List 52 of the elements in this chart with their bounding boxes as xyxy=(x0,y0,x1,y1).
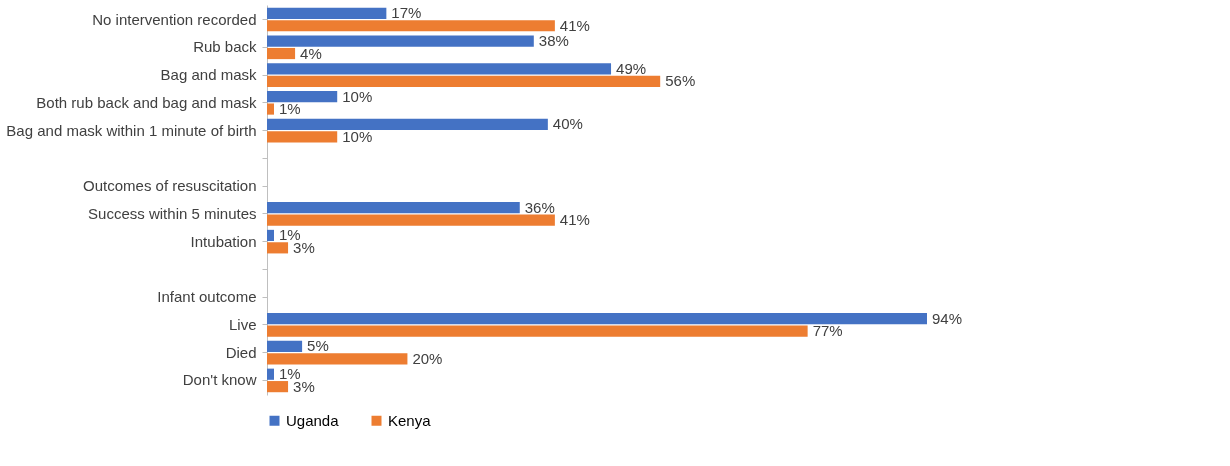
y-tick-label: Don't know xyxy=(182,371,257,389)
bar xyxy=(267,35,534,47)
data-label: 1% xyxy=(279,226,301,244)
legend-label: Kenya xyxy=(388,411,432,429)
bar xyxy=(267,313,927,325)
data-label: 4% xyxy=(300,44,322,62)
y-tick-label: Intubation xyxy=(190,232,257,250)
data-label: 41% xyxy=(559,211,590,229)
y-tick-label: Success within 5 minutes xyxy=(88,204,257,222)
data-label: 10% xyxy=(342,87,373,105)
bar xyxy=(267,91,338,103)
data-label: 77% xyxy=(812,322,843,340)
data-label: 38% xyxy=(538,32,569,50)
bar xyxy=(267,118,548,130)
bar xyxy=(267,131,338,143)
data-label: 56% xyxy=(665,72,696,90)
data-label: 10% xyxy=(342,127,373,145)
bar xyxy=(267,353,408,365)
bar xyxy=(267,202,520,214)
legend-label: Uganda xyxy=(286,411,340,429)
bar xyxy=(267,103,275,115)
bar xyxy=(267,214,555,226)
data-label: 20% xyxy=(412,349,443,367)
bar xyxy=(267,325,808,337)
y-tick-label: Rub back xyxy=(193,38,257,56)
y-tick-label: No intervention recorded xyxy=(92,10,257,28)
data-label: 5% xyxy=(307,337,329,355)
data-label: 94% xyxy=(932,309,963,327)
y-tick-label: Bag and mask xyxy=(160,66,257,84)
bar xyxy=(267,229,275,242)
y-tick-label: Both rub back and bag and mask xyxy=(36,93,257,111)
data-label: 40% xyxy=(552,115,583,133)
y-tick-label: Live xyxy=(228,315,257,333)
y-tick-label: Bag and mask within 1 minute of birth xyxy=(6,121,257,139)
data-label: 1% xyxy=(279,100,301,118)
bar xyxy=(267,75,661,87)
y-tick-label: Died xyxy=(225,343,257,361)
bar xyxy=(267,368,275,380)
data-label: 49% xyxy=(616,59,647,77)
bar xyxy=(267,63,612,75)
bar xyxy=(267,381,289,393)
bar xyxy=(267,47,296,60)
data-label: 41% xyxy=(559,16,590,34)
bar xyxy=(267,242,289,254)
y-tick-label: Outcomes of resuscitation xyxy=(83,177,257,195)
bar xyxy=(267,7,387,19)
bar xyxy=(267,20,555,32)
y-tick-label: Infant outcome xyxy=(157,288,257,306)
data-label: 17% xyxy=(391,4,422,22)
data-label: 1% xyxy=(279,365,301,383)
data-label: 36% xyxy=(524,198,555,216)
bar xyxy=(267,340,303,353)
